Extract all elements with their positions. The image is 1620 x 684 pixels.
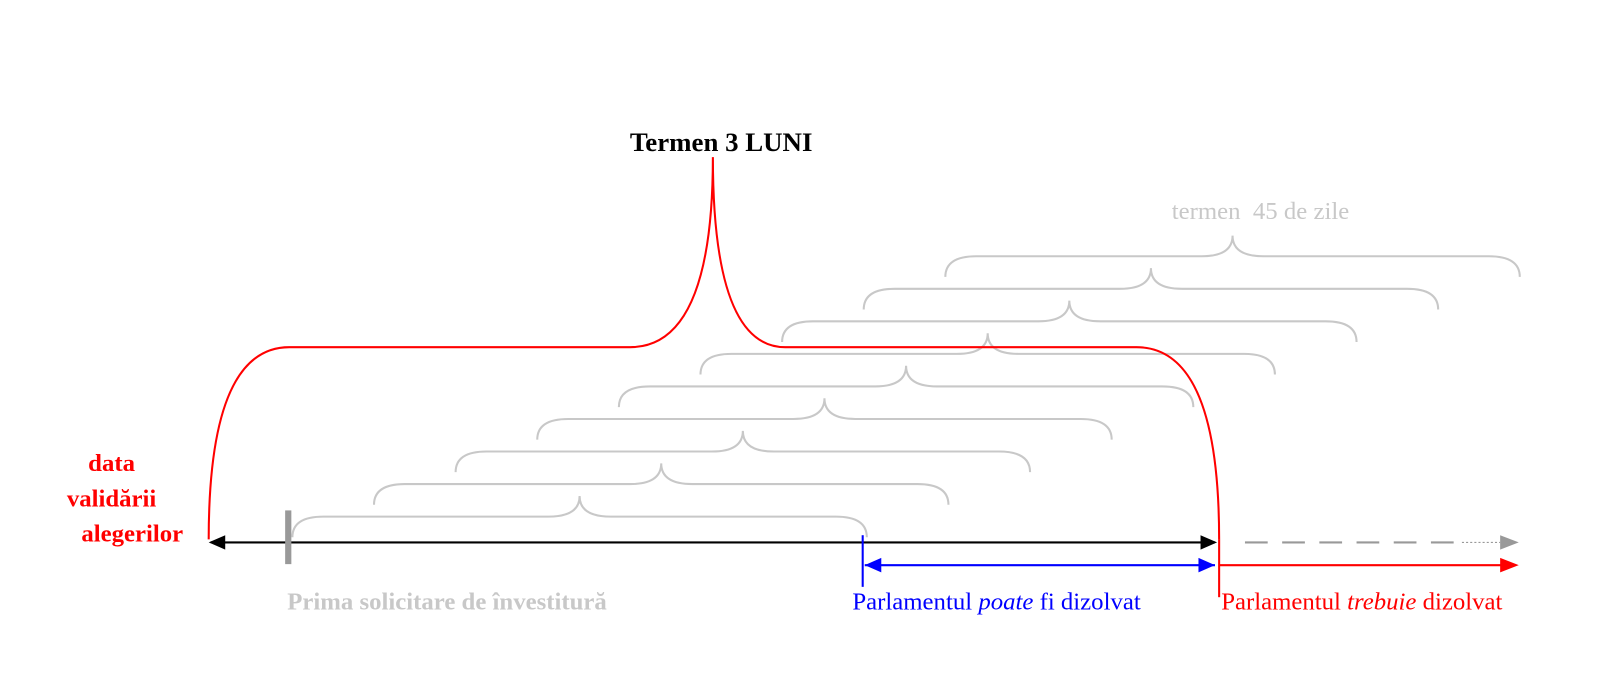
label-part: Parlamentul [852, 589, 978, 616]
label-part: fi dizolvat [1033, 589, 1140, 616]
timeline-arrow-left [208, 535, 226, 550]
label-emphasis: poate [976, 589, 1033, 616]
brace [372, 463, 950, 505]
label-emphasis: trebuie [1347, 589, 1416, 616]
may-dissolve-arrow-left [864, 557, 882, 573]
may-dissolve-arrow-right [1198, 557, 1215, 573]
brace [617, 365, 1195, 408]
brace [291, 495, 868, 538]
first-request-marker [285, 510, 292, 565]
must-dissolve-label: Parlamentul trebuie dizolvat [1221, 589, 1502, 616]
brace [454, 430, 1032, 473]
gray-braces [291, 235, 1521, 538]
brace [862, 268, 1440, 310]
label-part: Parlamentul [1221, 589, 1347, 616]
brace [699, 333, 1276, 375]
label-part: dizolvat [1416, 589, 1502, 616]
brace [536, 398, 1113, 440]
brace-label: termen 45 de zile [1172, 198, 1350, 225]
timeline-arrow-right [1200, 535, 1218, 550]
three-month-brace [207, 157, 1221, 540]
may-dissolve-label: Parlamentul poate fi dizolvat [852, 589, 1140, 616]
brace [781, 300, 1358, 343]
future-arrow [1500, 535, 1519, 550]
start-label-2: validării [67, 485, 157, 512]
must-dissolve-arrow [1500, 557, 1519, 573]
start-label-1: data [88, 450, 135, 477]
start-label-3: alegerilor [81, 520, 183, 547]
brace [944, 235, 1521, 277]
first-request-label: Prima solicitare de învestitură [287, 589, 607, 616]
title: Termen 3 LUNI [630, 127, 813, 157]
